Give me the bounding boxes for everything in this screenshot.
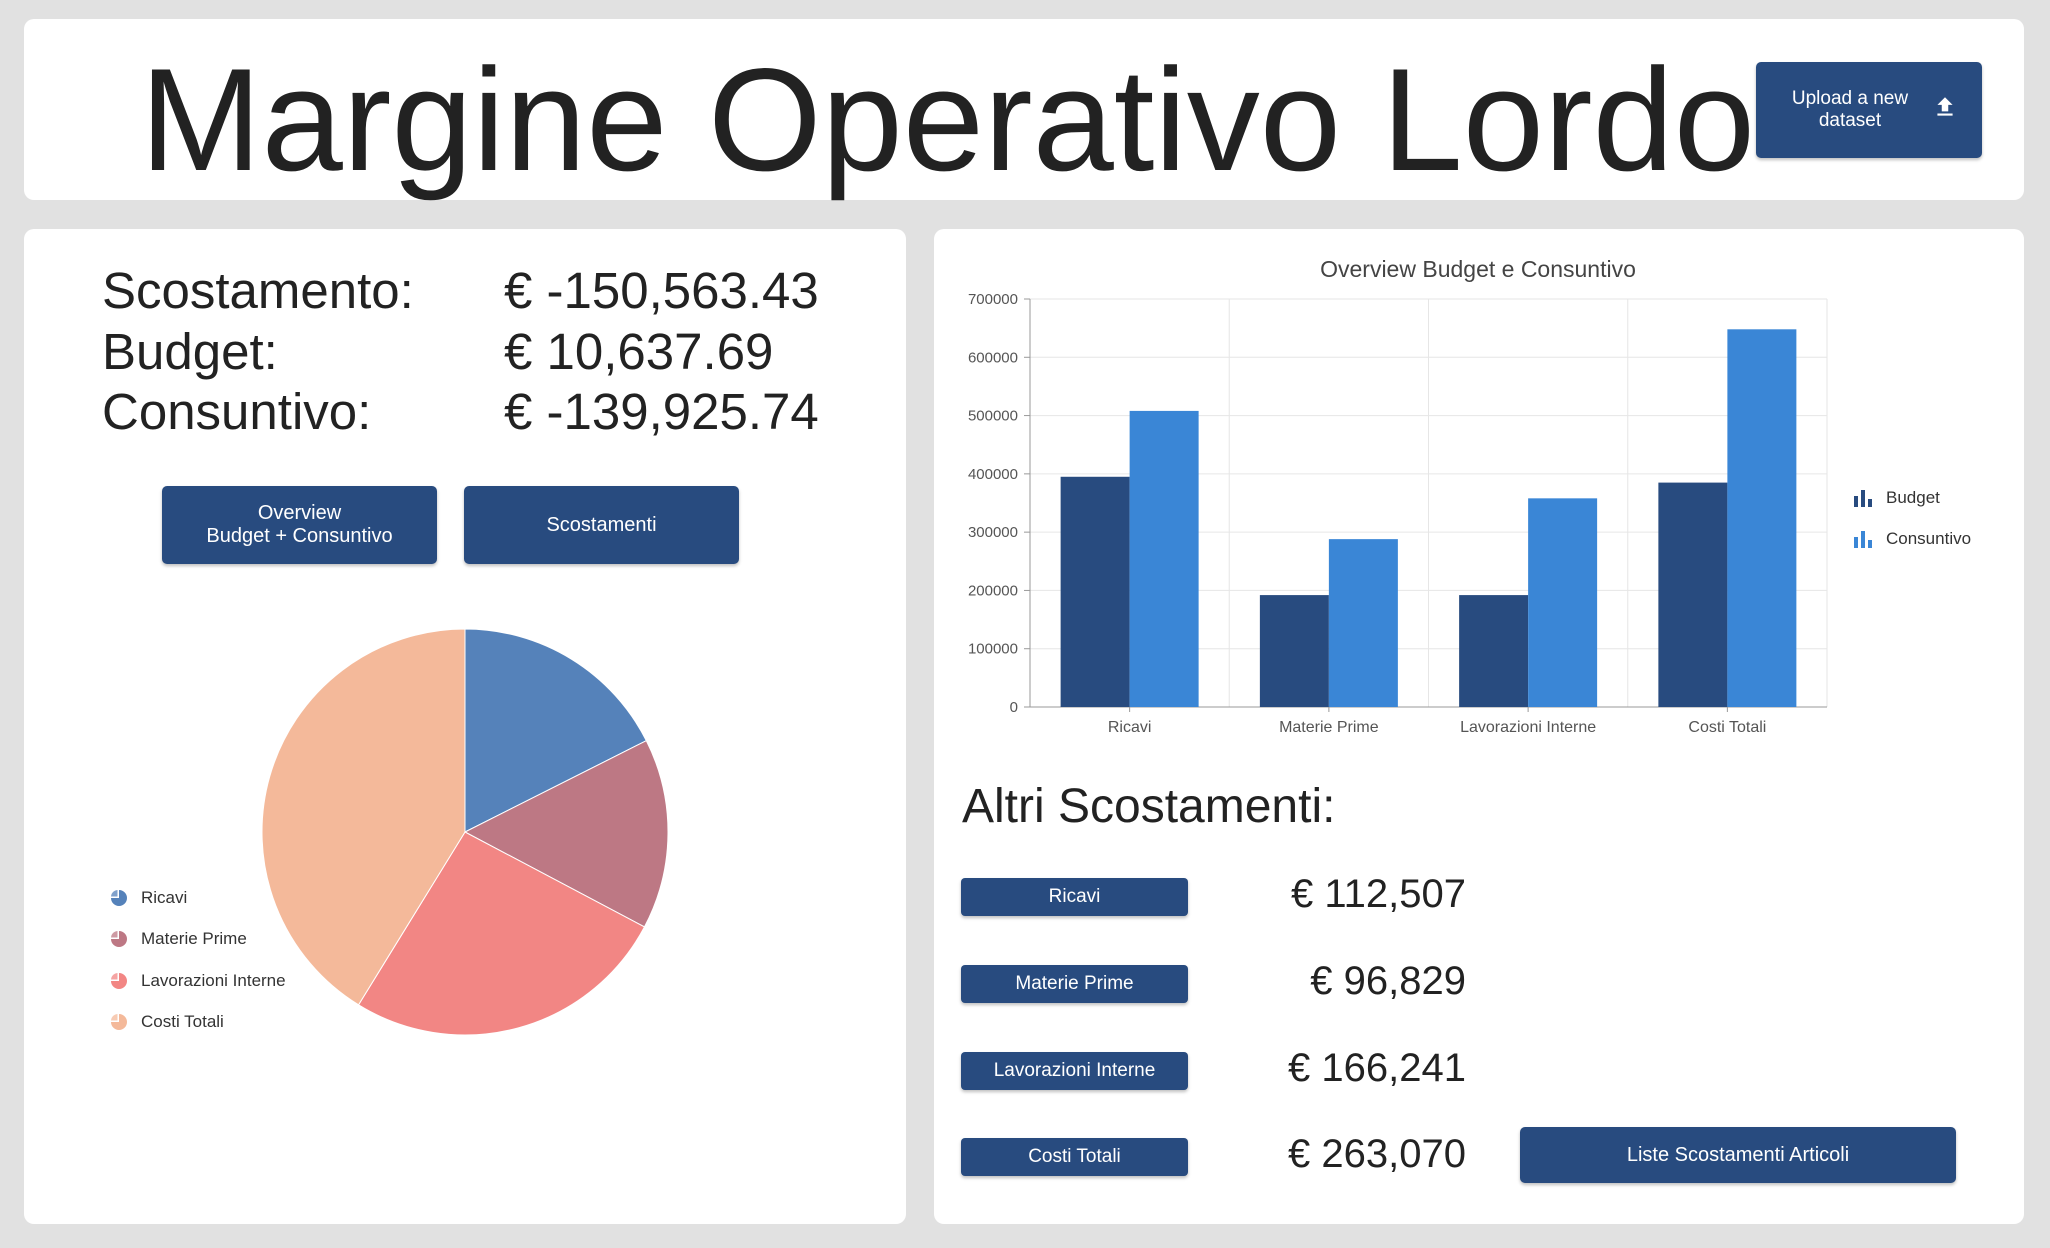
upload-dataset-button[interactable]: Upload a new dataset	[1756, 62, 1982, 158]
y-tick-label: 500000	[968, 408, 1018, 425]
bar-chart-title: Overview Budget e Consuntivo	[1320, 256, 1636, 282]
x-tick-label: Ricavi	[1108, 719, 1152, 736]
budget-label: Budget:	[102, 323, 278, 380]
budget-bar[interactable]	[1060, 476, 1130, 707]
bar-legend-item[interactable]: Budget	[1852, 477, 1971, 518]
x-tick-label: Materie Prime	[1279, 719, 1379, 736]
bar-legend-icon	[1854, 530, 1872, 548]
altri-item-value: € 96,829	[1310, 959, 1466, 1003]
budget-value: € 10,637.69	[504, 323, 774, 380]
upload-button-label: Upload a new dataset	[1791, 88, 1909, 131]
altri-item-button[interactable]: Costi Totali	[961, 1138, 1188, 1176]
overview-card: Overview Budget e Consuntivo 0 100000 20000…	[934, 229, 2024, 1224]
bar-legend: Budget Consuntivo	[1852, 477, 1971, 559]
pie-legend-label: Ricavi	[141, 887, 188, 907]
pie-legend-item[interactable]: Costi Totali	[109, 1002, 286, 1044]
scostamenti-button[interactable]: Scostamenti	[464, 486, 739, 564]
altri-item-value: € 166,241	[1288, 1046, 1466, 1090]
scostamento-value: € -150,563.43	[504, 262, 819, 319]
bar-legend-item[interactable]: Consuntivo	[1852, 518, 1971, 559]
altri-item-value: € 263,070	[1288, 1132, 1466, 1176]
pie-slice[interactable]	[464, 628, 647, 833]
budget-bar[interactable]	[1658, 482, 1728, 707]
budget-bar[interactable]	[1459, 595, 1529, 707]
bar-chart: Overview Budget e Consuntivo 0 100000 20000…	[968, 256, 1828, 736]
bar-legend-icon	[1854, 489, 1872, 507]
budget-bar[interactable]	[1259, 595, 1329, 707]
pie-legend-icon	[111, 1014, 127, 1031]
pie-legend-item[interactable]: Lavorazioni Interne	[109, 960, 286, 1002]
overview-button[interactable]: Overview Budget + Consuntivo	[162, 486, 437, 564]
liste-scostamenti-button[interactable]: Liste Scostamenti Articoli	[1520, 1127, 1956, 1183]
pie-legend-icon	[111, 889, 127, 906]
consuntivo-bar[interactable]	[1528, 498, 1598, 707]
y-tick-label: 300000	[968, 524, 1018, 541]
page-title: Margine Operativo Lordo	[140, 38, 1755, 201]
pie-legend: Ricavi Materie Prime Lavorazioni Interne Co…	[109, 877, 286, 1043]
altri-scostamenti-title: Altri Scostamenti:	[962, 780, 1336, 833]
upload-icon	[1932, 94, 1958, 126]
pie-legend-icon	[111, 931, 127, 948]
bar-legend-label: Budget	[1886, 487, 1940, 507]
y-tick-label: 700000	[968, 291, 1018, 308]
pie-legend-item[interactable]: Ricavi	[109, 877, 286, 919]
pie-legend-label: Costi Totali	[141, 1012, 224, 1032]
pie-slice[interactable]	[357, 831, 646, 1036]
x-tick-label: Costi Totali	[1688, 719, 1766, 736]
pie-legend-label: Lavorazioni Interne	[141, 970, 286, 990]
x-tick-label: Lavorazioni Interne	[1460, 719, 1596, 736]
altri-item-value: € 112,507	[1291, 872, 1466, 916]
pie-legend-icon	[111, 972, 127, 989]
y-tick-label: 600000	[968, 349, 1018, 366]
bar-legend-label: Consuntivo	[1886, 528, 1972, 548]
y-tick-label: 400000	[968, 466, 1018, 483]
pie-legend-label: Materie Prime	[141, 929, 247, 949]
pie-legend-item[interactable]: Materie Prime	[109, 919, 286, 961]
consuntivo-bar[interactable]	[1328, 539, 1398, 707]
consuntivo-value: € -139,925.74	[504, 383, 819, 440]
y-tick-label: 0	[1010, 699, 1018, 716]
pie-slice[interactable]	[261, 628, 466, 1006]
altri-item-button[interactable]: Materie Prime	[961, 965, 1188, 1003]
pie-chart	[261, 628, 669, 1036]
y-tick-label: 200000	[968, 582, 1018, 599]
y-tick-label: 100000	[968, 641, 1018, 658]
consuntivo-bar[interactable]	[1129, 410, 1199, 707]
header-card: Margine Operativo Lordo Upload a new dat…	[24, 19, 2024, 200]
pie-slice[interactable]	[463, 740, 669, 928]
scostamento-label: Scostamento:	[102, 262, 414, 319]
summary-card: Scostamento: € -150,563.43 Budget: € 10,…	[24, 229, 906, 1224]
altri-item-button[interactable]: Lavorazioni Interne	[961, 1052, 1188, 1090]
consuntivo-bar[interactable]	[1727, 329, 1797, 707]
consuntivo-label: Consuntivo:	[102, 383, 372, 440]
altri-item-button[interactable]: Ricavi	[961, 878, 1188, 916]
